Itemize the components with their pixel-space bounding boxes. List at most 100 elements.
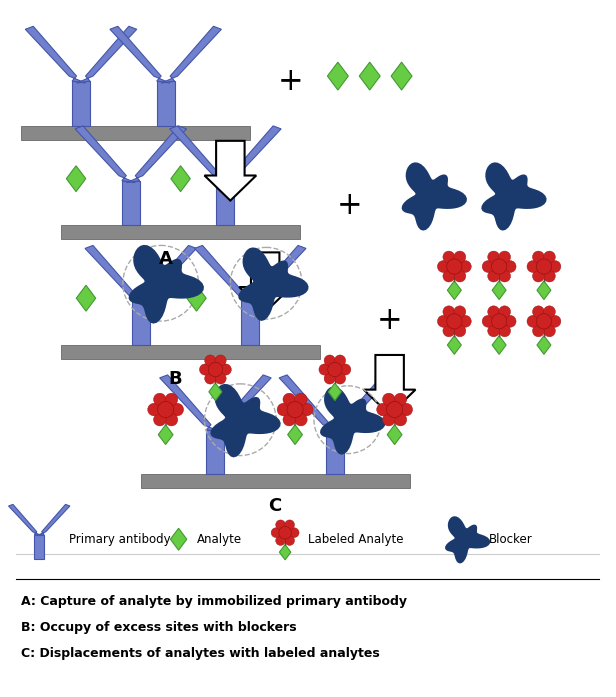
Circle shape bbox=[319, 364, 330, 375]
Text: B: B bbox=[169, 370, 182, 388]
Circle shape bbox=[377, 404, 389, 416]
Polygon shape bbox=[492, 281, 506, 300]
Circle shape bbox=[400, 404, 413, 416]
Circle shape bbox=[447, 314, 462, 329]
Polygon shape bbox=[216, 181, 234, 226]
Polygon shape bbox=[22, 126, 250, 140]
Polygon shape bbox=[391, 62, 412, 90]
Circle shape bbox=[543, 251, 556, 263]
Polygon shape bbox=[158, 424, 173, 445]
Polygon shape bbox=[328, 62, 348, 90]
Polygon shape bbox=[211, 375, 271, 431]
Circle shape bbox=[153, 413, 166, 426]
Circle shape bbox=[200, 364, 211, 375]
Circle shape bbox=[532, 251, 545, 263]
Circle shape bbox=[294, 413, 307, 426]
Polygon shape bbox=[481, 162, 546, 231]
Polygon shape bbox=[328, 383, 341, 401]
Circle shape bbox=[437, 261, 449, 273]
Circle shape bbox=[205, 355, 216, 366]
Circle shape bbox=[283, 413, 296, 426]
Circle shape bbox=[276, 535, 285, 545]
Circle shape bbox=[482, 315, 494, 327]
Circle shape bbox=[158, 401, 174, 418]
Text: C: C bbox=[269, 498, 282, 515]
Circle shape bbox=[443, 270, 455, 282]
Polygon shape bbox=[129, 245, 204, 323]
Circle shape bbox=[276, 520, 285, 530]
Circle shape bbox=[328, 362, 342, 376]
Circle shape bbox=[549, 261, 561, 273]
Circle shape bbox=[499, 251, 511, 263]
Circle shape bbox=[537, 259, 551, 274]
Circle shape bbox=[394, 393, 407, 406]
Circle shape bbox=[437, 315, 449, 327]
Polygon shape bbox=[110, 26, 170, 83]
Text: +: + bbox=[337, 190, 363, 221]
Polygon shape bbox=[447, 281, 461, 300]
Polygon shape bbox=[241, 300, 259, 345]
Circle shape bbox=[532, 325, 545, 337]
Text: A: Capture of analyte by immobilized primary antibody: A: Capture of analyte by immobilized pri… bbox=[22, 595, 407, 608]
Circle shape bbox=[387, 401, 403, 418]
Polygon shape bbox=[402, 162, 467, 231]
Polygon shape bbox=[206, 429, 224, 475]
Polygon shape bbox=[195, 245, 255, 302]
Circle shape bbox=[460, 315, 471, 327]
Circle shape bbox=[334, 355, 346, 366]
Circle shape bbox=[447, 259, 462, 274]
Circle shape bbox=[277, 404, 290, 416]
Circle shape bbox=[383, 413, 395, 426]
Polygon shape bbox=[76, 285, 95, 311]
Polygon shape bbox=[169, 126, 230, 183]
Polygon shape bbox=[9, 505, 42, 535]
Circle shape bbox=[383, 393, 395, 406]
Polygon shape bbox=[161, 26, 221, 83]
Polygon shape bbox=[246, 245, 306, 302]
Circle shape bbox=[505, 315, 516, 327]
Circle shape bbox=[153, 393, 166, 406]
Polygon shape bbox=[288, 424, 302, 445]
Polygon shape bbox=[72, 81, 90, 126]
Polygon shape bbox=[445, 516, 490, 563]
Circle shape bbox=[499, 270, 511, 282]
Circle shape bbox=[488, 270, 500, 282]
Text: +: + bbox=[377, 305, 402, 336]
Circle shape bbox=[532, 270, 545, 282]
Polygon shape bbox=[363, 355, 416, 415]
Circle shape bbox=[488, 306, 500, 318]
Circle shape bbox=[505, 261, 516, 273]
Polygon shape bbox=[387, 424, 402, 445]
Polygon shape bbox=[326, 429, 344, 475]
Polygon shape bbox=[171, 528, 187, 550]
Polygon shape bbox=[136, 245, 197, 302]
Polygon shape bbox=[61, 226, 300, 240]
Circle shape bbox=[482, 261, 494, 273]
Polygon shape bbox=[37, 505, 70, 535]
Polygon shape bbox=[171, 166, 190, 192]
Circle shape bbox=[279, 526, 291, 539]
Polygon shape bbox=[209, 383, 222, 401]
Circle shape bbox=[549, 315, 561, 327]
Polygon shape bbox=[25, 26, 86, 83]
Circle shape bbox=[443, 251, 455, 263]
Polygon shape bbox=[320, 386, 386, 454]
Polygon shape bbox=[141, 475, 410, 489]
Circle shape bbox=[287, 401, 303, 418]
Circle shape bbox=[454, 270, 466, 282]
Circle shape bbox=[454, 325, 466, 337]
Text: +: + bbox=[277, 66, 303, 97]
Circle shape bbox=[460, 261, 471, 273]
Polygon shape bbox=[34, 535, 44, 559]
Polygon shape bbox=[279, 375, 339, 431]
Circle shape bbox=[271, 528, 281, 537]
Circle shape bbox=[324, 373, 335, 384]
Circle shape bbox=[208, 362, 222, 376]
Circle shape bbox=[454, 251, 466, 263]
Circle shape bbox=[492, 259, 507, 274]
Circle shape bbox=[537, 314, 551, 329]
Polygon shape bbox=[359, 62, 380, 90]
Text: Labeled Analyte: Labeled Analyte bbox=[308, 533, 403, 546]
Text: Primary antibody: Primary antibody bbox=[69, 533, 171, 546]
Polygon shape bbox=[330, 375, 391, 431]
